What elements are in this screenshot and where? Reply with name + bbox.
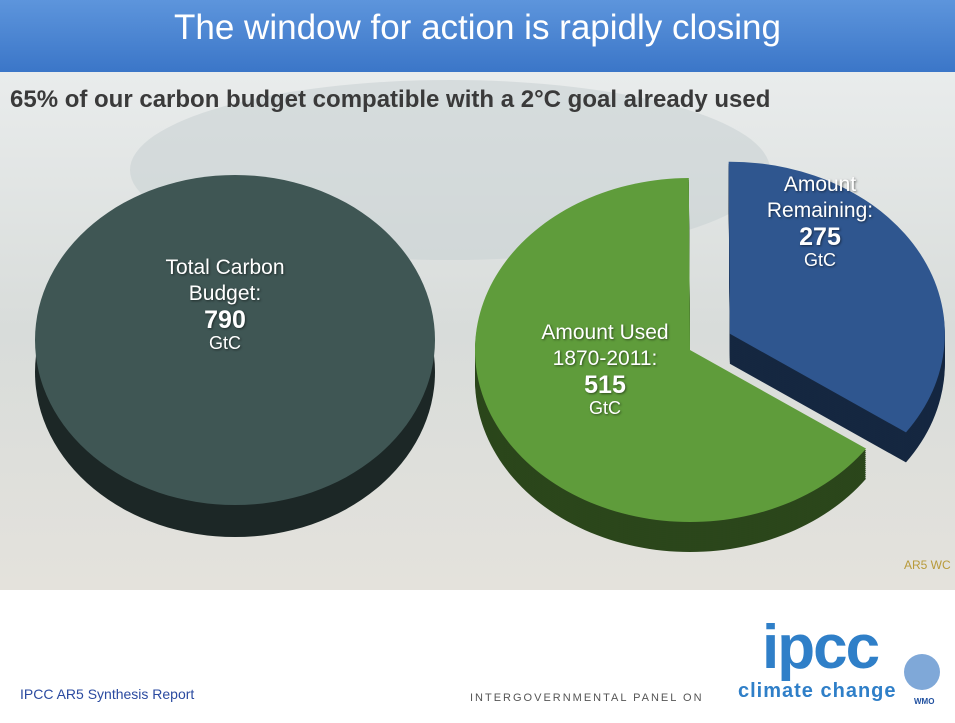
slice-unit: GtC	[208, 333, 241, 353]
logo-mark: ipcc	[762, 613, 880, 682]
subtitle: 65% of our carbon budget compatible with…	[10, 86, 771, 113]
slice-label: Amount Remaining: 275 GtC	[745, 172, 895, 270]
slice-category: Amount Used 1870-2011:	[541, 321, 669, 370]
slice-value: 515	[584, 371, 626, 399]
slice-label: Amount Used 1870-2011: 515 GtC	[520, 320, 690, 418]
pie-slice	[728, 161, 945, 433]
slice-value: 790	[204, 306, 246, 334]
slice-unit: GtC	[803, 250, 836, 270]
logo-wmo: WMO	[914, 697, 935, 706]
logo-climate: climate change	[738, 680, 897, 702]
slice-category: Amount Remaining:	[766, 173, 874, 222]
wmo-emblem	[904, 654, 940, 690]
slice-label: Total Carbon Budget: 790 GtC	[145, 255, 305, 353]
source-note: AR5 WC	[904, 558, 951, 572]
slice-value: 275	[799, 223, 841, 251]
pie-slice	[35, 175, 435, 505]
footer: IPCC AR5 Synthesis Report	[20, 686, 195, 702]
slice-category: Total Carbon Budget:	[165, 256, 285, 305]
slide-title: The window for action is rapidly closing	[0, 0, 955, 72]
logo-panel: INTERGOVERNMENTAL PANEL ON	[470, 692, 704, 704]
slice-unit: GtC	[588, 398, 621, 418]
pie-slice	[475, 178, 867, 522]
